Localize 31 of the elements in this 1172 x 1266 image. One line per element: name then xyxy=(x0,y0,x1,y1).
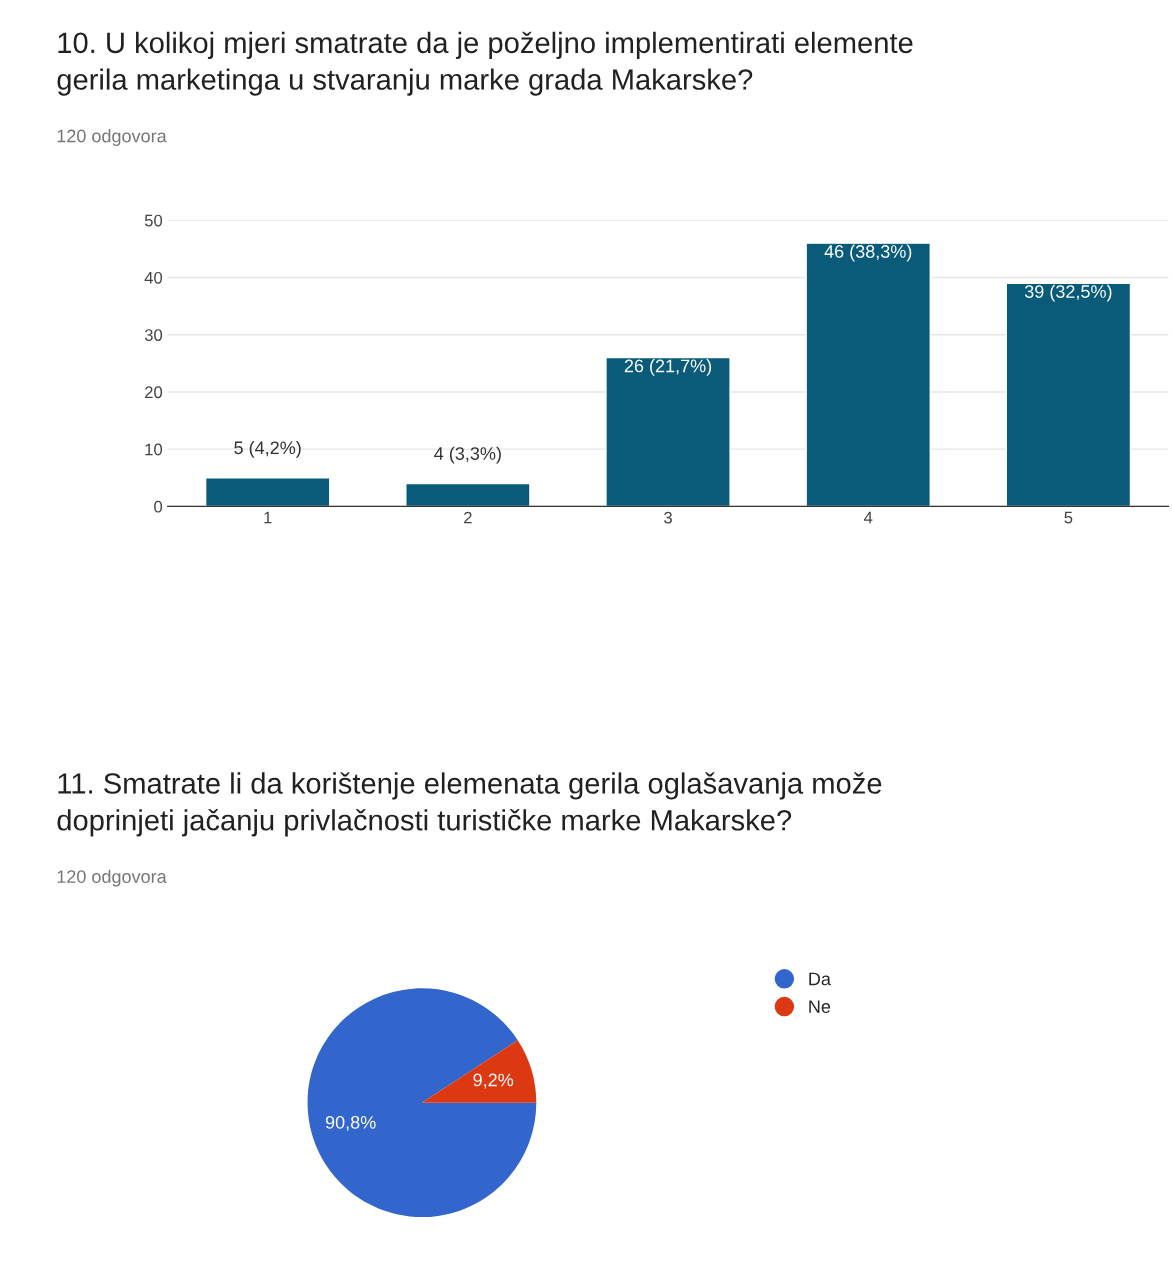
bar xyxy=(1005,282,1132,507)
bar xyxy=(204,477,331,507)
chart-title: 10. U kolikoj mjeri smatrate da je poželjno implementirati elemente gerila marketinga u stvaranju marke grada Makarske? xyxy=(57,31,913,96)
chart-title: 11. Smatrate li da korištenje elemenata gerila oglašavanja može doprinjeti jačanju privlačnosti turističke marke Makarske? xyxy=(57,772,882,837)
y-tick-label: 50 xyxy=(144,214,163,227)
x-tick-label: 4 xyxy=(863,511,873,524)
bar xyxy=(605,356,731,507)
y-tick-label: 40 xyxy=(144,271,163,284)
text: 120 odgovora xyxy=(57,869,167,887)
legend-label: Ne xyxy=(809,1000,831,1014)
y-tick-label: 30 xyxy=(144,329,163,341)
x-tick-label: 2 xyxy=(464,511,472,524)
legend-label: Da xyxy=(809,972,831,986)
data-label: 46 (38,3%) xyxy=(824,244,912,262)
x-tick-label: 5 xyxy=(1064,511,1073,524)
data-label: 90,8% xyxy=(325,1115,376,1131)
data-label: 5 (4,2%) xyxy=(234,440,301,458)
chart-subtitle: 120 odgovora xyxy=(57,129,167,146)
pie-slice xyxy=(307,988,537,1218)
x-tick-label: 3 xyxy=(664,511,672,524)
data-label: 39 (32,5%) xyxy=(1024,284,1112,302)
bar xyxy=(805,242,931,507)
data-label: 4 (3,3%) xyxy=(434,446,501,464)
y-tick-label: 0 xyxy=(154,500,163,513)
pie-slice xyxy=(421,1040,537,1103)
y-tick-label: 10 xyxy=(145,443,163,456)
y-tick-label: 20 xyxy=(145,386,163,399)
bar xyxy=(405,482,531,507)
x-tick-label: 1 xyxy=(264,511,272,524)
data-label: 9,2% xyxy=(473,1073,514,1089)
data-label: 26 (21,7%) xyxy=(624,359,712,376)
